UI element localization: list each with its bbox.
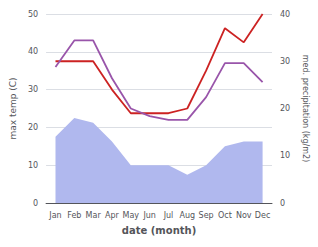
svg-text:10: 10 bbox=[280, 151, 290, 160]
svg-text:40: 40 bbox=[280, 10, 290, 19]
svg-text:max temp (C): max temp (C) bbox=[8, 77, 18, 139]
svg-text:Jun: Jun bbox=[142, 211, 156, 220]
svg-text:Jul: Jul bbox=[163, 211, 174, 220]
svg-text:Apr: Apr bbox=[105, 211, 120, 220]
svg-text:30: 30 bbox=[28, 85, 38, 94]
svg-text:Mar: Mar bbox=[86, 211, 102, 220]
svg-text:40: 40 bbox=[28, 47, 38, 56]
svg-text:Jan: Jan bbox=[48, 211, 61, 220]
svg-text:date (month): date (month) bbox=[122, 225, 196, 236]
svg-text:Oct: Oct bbox=[218, 211, 232, 220]
svg-text:0: 0 bbox=[280, 199, 285, 208]
svg-text:20: 20 bbox=[280, 104, 290, 113]
svg-text:Aug: Aug bbox=[179, 211, 195, 220]
svg-text:Sep: Sep bbox=[199, 211, 214, 220]
svg-text:May: May bbox=[123, 211, 140, 220]
svg-text:50: 50 bbox=[28, 10, 38, 19]
svg-text:10: 10 bbox=[28, 161, 38, 170]
svg-text:med. precipitation (kg/m2): med. precipitation (kg/m2) bbox=[301, 55, 310, 162]
svg-text:20: 20 bbox=[28, 123, 38, 132]
svg-text:30: 30 bbox=[280, 57, 290, 66]
svg-text:Dec: Dec bbox=[255, 211, 270, 220]
svg-text:0: 0 bbox=[33, 199, 38, 208]
svg-text:Nov: Nov bbox=[236, 211, 252, 220]
svg-text:Feb: Feb bbox=[67, 211, 81, 220]
